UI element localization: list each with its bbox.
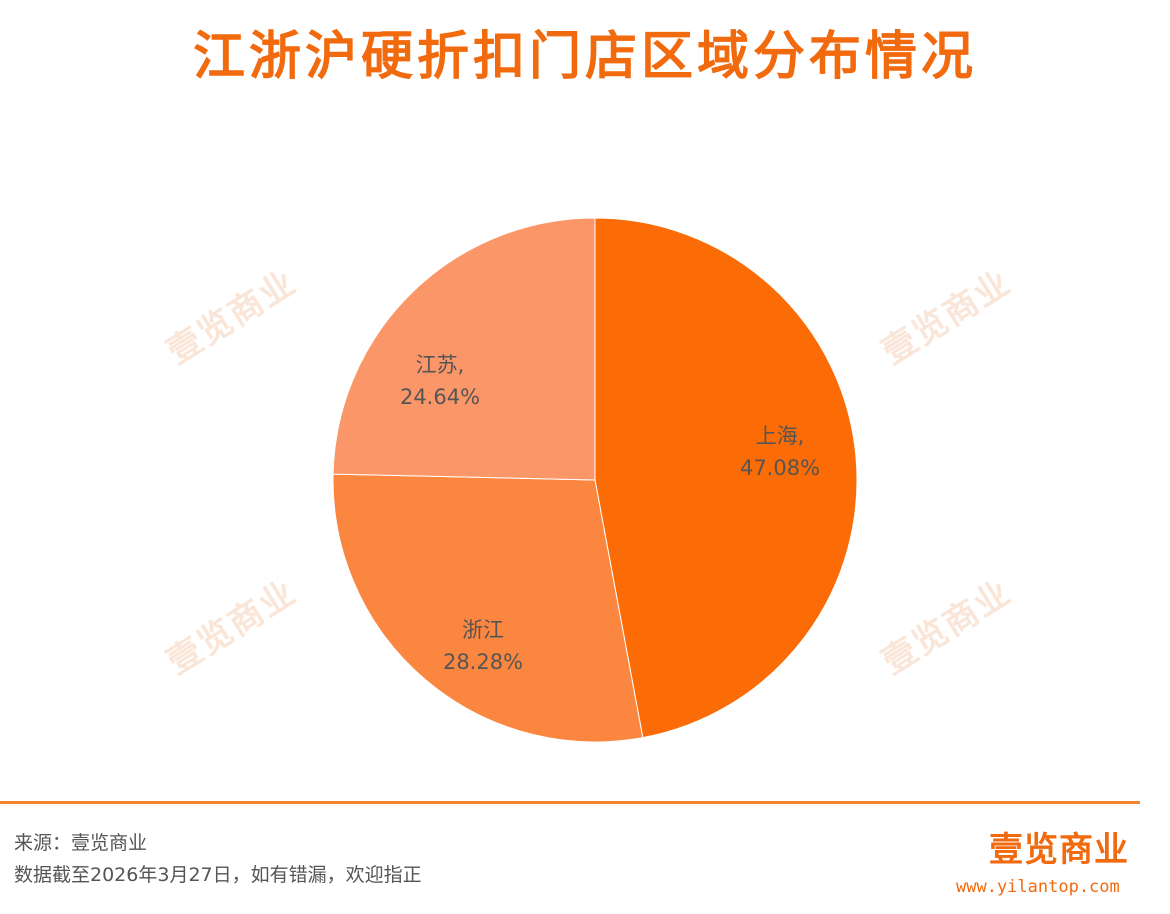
brand-logo: 壹览商业 (989, 830, 1129, 870)
slice-percent-label: 47.08% (740, 456, 820, 480)
slice-name-label: 浙江 (462, 618, 504, 642)
slice-name-label: 上海, (756, 424, 805, 448)
source-text: 来源：壹览商业 (14, 832, 148, 854)
slice-percent-label: 24.64% (400, 385, 480, 409)
pie-slice-浙江 (332, 473, 644, 743)
pie-slice-江苏 (332, 217, 596, 481)
chart-title: 江浙沪硬折扣门店区域分布情况 (192, 27, 977, 87)
brand-url: www.yilantop.com (956, 877, 1120, 897)
pie-slice-上海 (594, 217, 858, 739)
data-note-text: 数据截至2026年3月27日，如有错漏，欢迎指正 (14, 864, 422, 886)
slice-name-label: 江苏, (416, 353, 465, 377)
footer-divider (0, 801, 1140, 804)
pie-chart: 上海, 47.08% 浙江 28.28% 江苏, 24.64% (332, 217, 858, 743)
slice-percent-label: 28.28% (443, 650, 523, 674)
